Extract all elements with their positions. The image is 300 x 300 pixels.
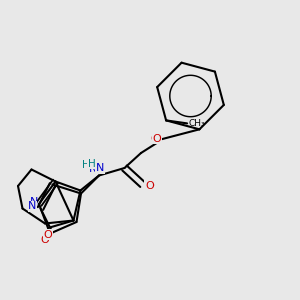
Text: O: O bbox=[43, 230, 52, 240]
Text: O: O bbox=[152, 134, 161, 144]
Text: O: O bbox=[150, 134, 159, 145]
Text: H: H bbox=[88, 159, 95, 169]
Text: O: O bbox=[41, 235, 50, 245]
Text: N: N bbox=[96, 163, 104, 173]
Text: N: N bbox=[28, 201, 37, 212]
Text: O: O bbox=[152, 134, 161, 144]
Text: H: H bbox=[82, 160, 90, 170]
Text: O: O bbox=[145, 181, 154, 191]
Text: H: H bbox=[88, 159, 95, 169]
Text: CH₃: CH₃ bbox=[189, 119, 205, 128]
Text: O: O bbox=[43, 230, 52, 240]
Text: N: N bbox=[96, 163, 104, 173]
Text: N: N bbox=[30, 197, 38, 207]
Text: N: N bbox=[28, 201, 37, 212]
Text: O: O bbox=[145, 181, 154, 191]
Text: N: N bbox=[89, 164, 98, 174]
